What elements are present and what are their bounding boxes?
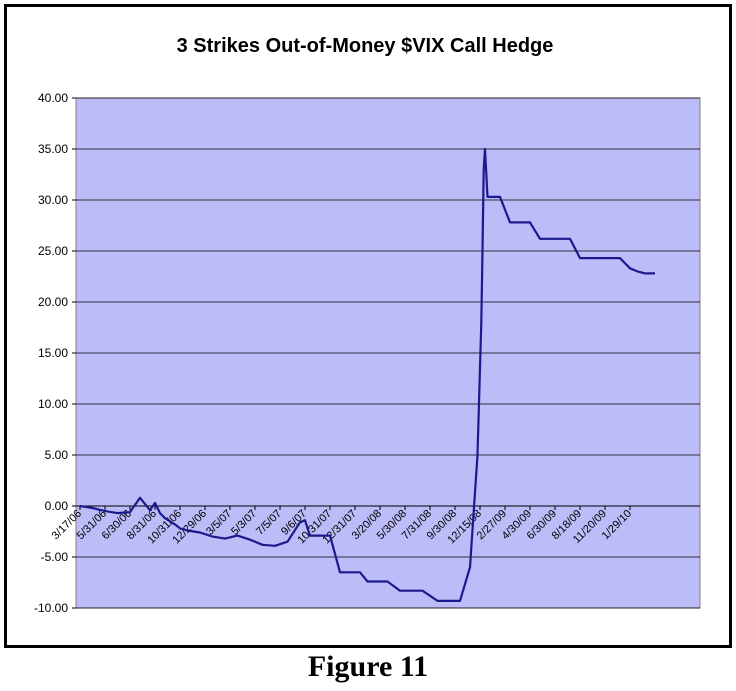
line-chart: 3 Strikes Out-of-Money $VIX Call Hedge -… (34, 35, 701, 615)
y-tick-label: 40.00 (38, 91, 68, 105)
y-tick-label: 25.00 (38, 244, 68, 258)
y-tick-label: -5.00 (41, 550, 69, 564)
y-tick-label: 30.00 (38, 193, 68, 207)
figure-caption: Figure 11 (307, 650, 429, 683)
y-tick-label: 15.00 (38, 346, 68, 360)
y-tick-label: 0.00 (45, 499, 69, 513)
y-tick-label: 20.00 (38, 295, 68, 309)
y-axis-ticks: -10.00 -5.00 0.00 5.00 10.00 15.00 20.00 25.00 3… (34, 91, 76, 615)
grid-lines (76, 97, 700, 609)
y-tick-label: 10.00 (38, 397, 68, 411)
series-line-hedge (79, 147, 655, 602)
y-tick-label: -10.00 (34, 601, 68, 615)
chart-title: 3 Strikes Out-of-Money $VIX Call Hedge (177, 35, 554, 57)
y-tick-label: 5.00 (45, 448, 69, 462)
y-tick-label: 35.00 (38, 142, 68, 156)
